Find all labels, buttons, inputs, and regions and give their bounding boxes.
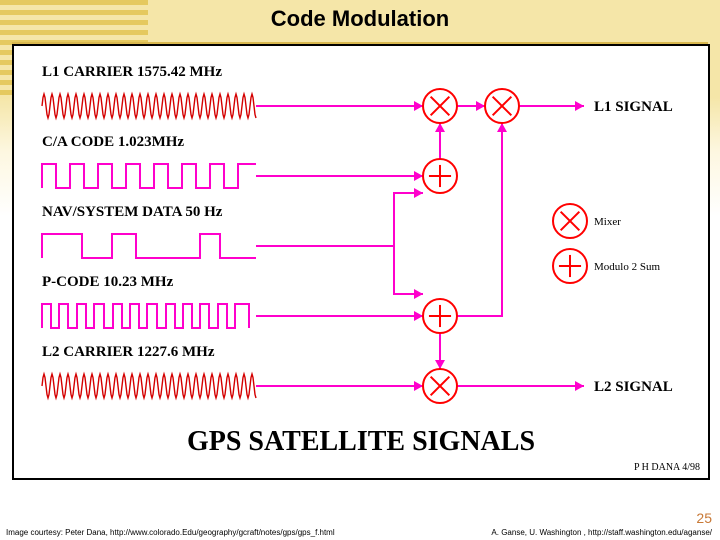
slide-root: Code Modulation L1 CARRIER 1575.42 MHz C/… [0,0,720,540]
credit-right: A. Ganse, U. Washington , http://staff.w… [491,528,712,537]
input-label: L1 CARRIER 1575.42 MHz [42,64,222,80]
l2-output-label: L2 SIGNAL [594,379,673,395]
slide-title: Code Modulation [0,6,720,32]
legend-mod2: Modulo 2 Sum [594,261,660,273]
input-label: L2 CARRIER 1227.6 MHz [42,344,215,360]
credit-left: Image courtesy: Peter Dana, http://www.c… [6,528,335,537]
diagram-svg: L1 CARRIER 1575.42 MHz C/A CODE 1.023MHz N… [14,46,708,478]
page-number: 25 [696,510,712,526]
legend-mixer: Mixer [594,216,621,228]
input-label: NAV/SYSTEM DATA 50 Hz [42,204,223,220]
input-label: P-CODE 10.23 MHz [42,274,174,290]
figure-attribution: P H DANA 4/98 [634,462,700,473]
l1-output-label: L1 SIGNAL [594,99,673,115]
input-label: C/A CODE 1.023MHz [42,134,184,150]
figure-frame: L1 CARRIER 1575.42 MHz C/A CODE 1.023MHz N… [12,44,710,480]
figure-title: GPS SATELLITE SIGNALS [187,426,535,457]
